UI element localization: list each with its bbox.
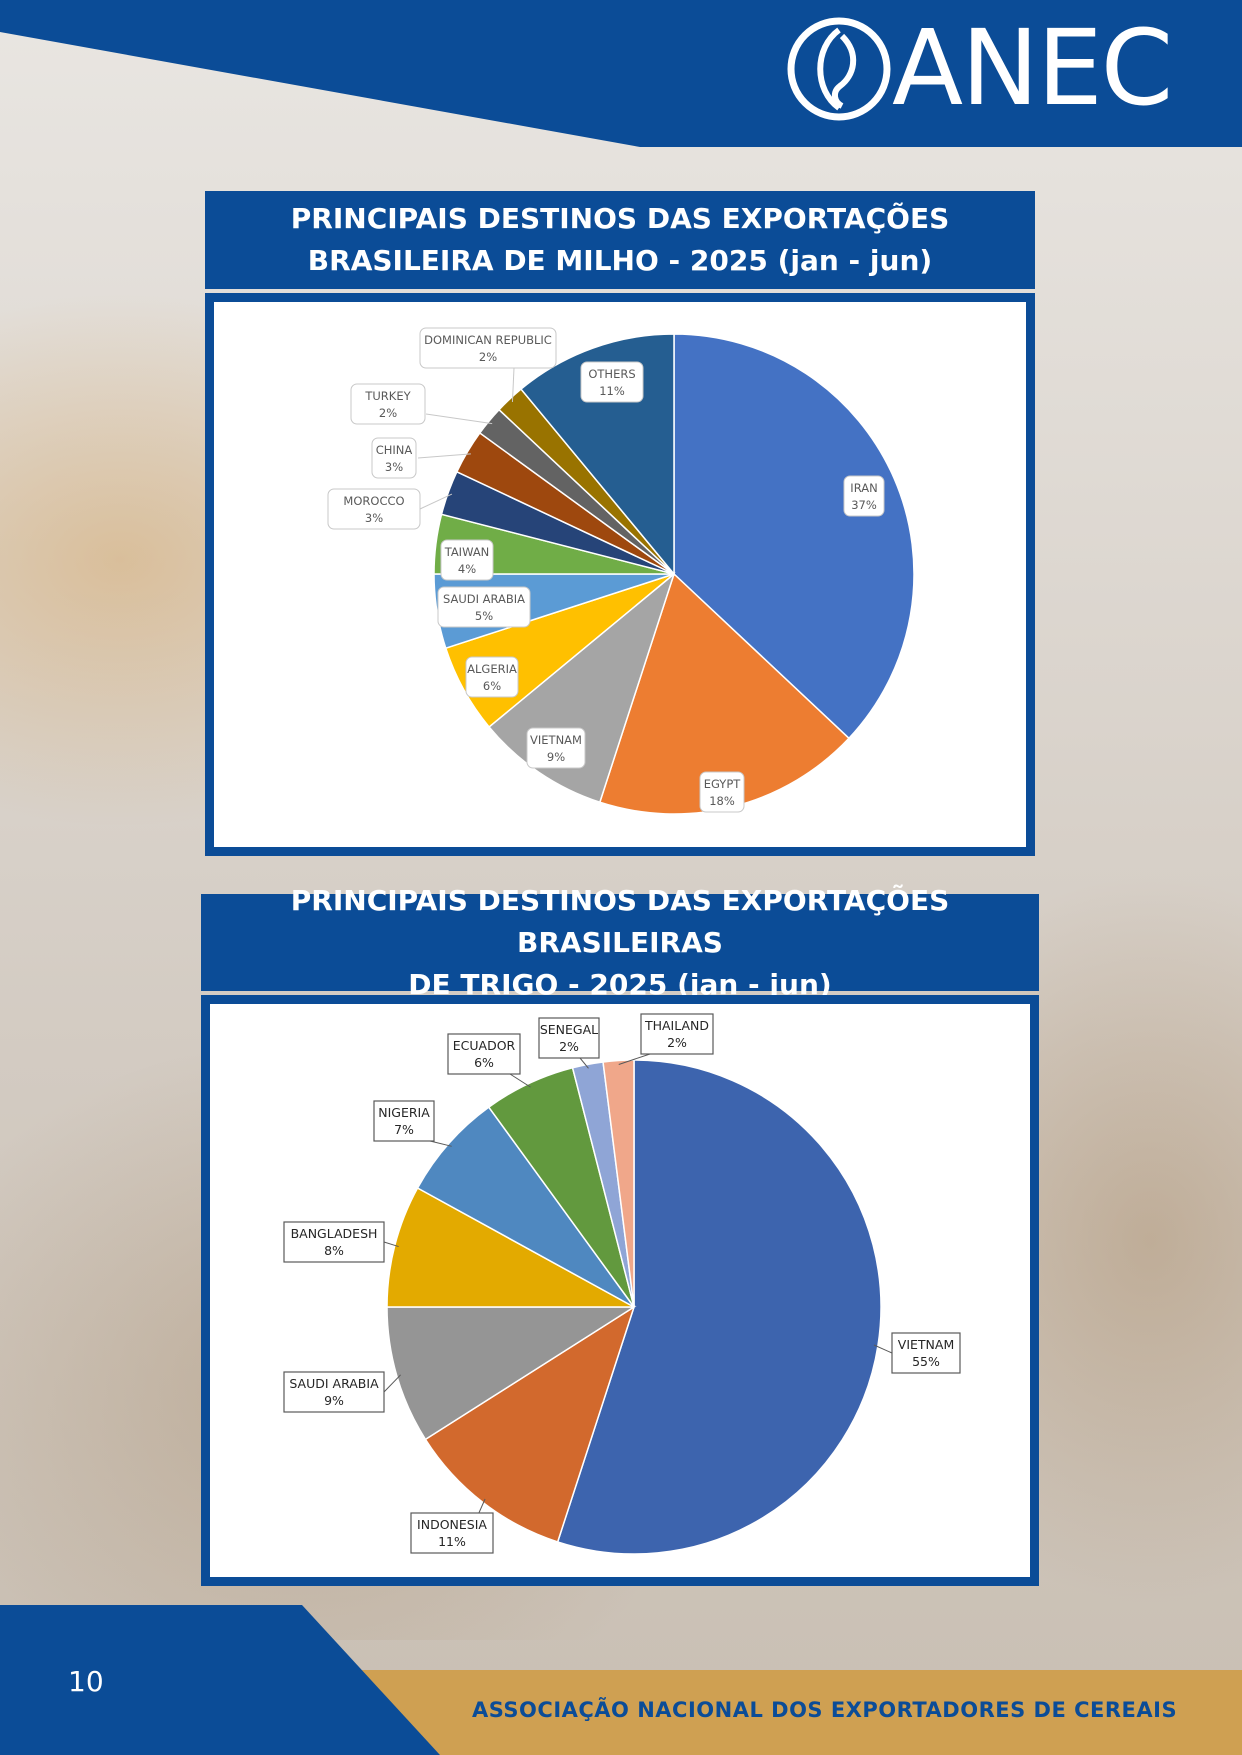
wheat-slice-vietnam (556, 1059, 882, 1555)
wheat-chart-title-line-1: PRINCIPAIS DESTINOS DAS EXPORTAÇÕES BRAS… (290, 883, 950, 959)
wheat-label-name-vietnam: VIETNAM (898, 1337, 954, 1352)
wheat-label-ecuador: ECUADOR 6% (447, 1033, 531, 1088)
corn-label-value-turkey: 2% (379, 406, 397, 420)
corn-label-saudi-arabia: SAUDI ARABIA 5% (437, 586, 531, 628)
wheat-chart-title: PRINCIPAIS DESTINOS DAS EXPORTAÇÕES BRAS… (201, 884, 1039, 1001)
corn-label-name-others: OTHERS (588, 367, 635, 381)
corn-label-value-others: 11% (599, 384, 625, 398)
corn-chart-title: PRINCIPAIS DESTINOS DAS EXPORTAÇÕES BRAS… (205, 191, 1035, 289)
wheat-chart-frame: VIETNAM 55% INDONESIA 11% SAUDI ARABIA 9% BANG… (201, 995, 1039, 1586)
corn-label-value-egypt: 18% (709, 794, 735, 808)
anec-logo-text: ANEC (892, 7, 1173, 129)
corn-chart-title-line-2: BRASILEIRA DE MILHO - 2025 (jan - jun) (307, 244, 933, 277)
corn-label-morocco: MOROCCO 3% (327, 488, 453, 530)
wheat-label-value-ecuador: 6% (474, 1055, 494, 1070)
wheat-label-vietnam: VIETNAM 55% (873, 1332, 961, 1374)
corn-label-name-egypt: EGYPT (704, 777, 742, 791)
corn-label-value-algeria: 6% (483, 679, 501, 693)
wheat-label-name-saudi-arabia: SAUDI ARABIA (289, 1376, 379, 1391)
corn-chart-frame: IRAN 37% EGYPT 18% VIETNAM 9% ALGERIA 6% SAUDI A… (205, 293, 1035, 856)
corn-label-value-morocco: 3% (365, 511, 383, 525)
corn-label-taiwan: TAIWAN 4% (440, 539, 494, 581)
wheat-pie-chart: VIETNAM 55% INDONESIA 11% SAUDI ARABIA 9% BANG… (283, 1013, 961, 1555)
wheat-label-name-nigeria: NIGERIA (378, 1105, 430, 1120)
corn-label-value-saudi-arabia: 5% (475, 609, 493, 623)
wheat-label-name-indonesia: INDONESIA (417, 1517, 487, 1532)
corn-label-name-turkey: TURKEY (364, 389, 411, 403)
corn-label-turkey: TURKEY 2% (350, 383, 493, 425)
header-band (0, 0, 1242, 147)
wheat-label-value-saudi-arabia: 9% (324, 1393, 344, 1408)
footer-organization-name: ASSOCIAÇÃO NACIONAL DOS EXPORTADORES DE … (472, 1698, 1178, 1722)
wheat-label-indonesia: INDONESIA 11% (410, 1498, 494, 1554)
wheat-slice-nigeria (416, 1106, 635, 1308)
corn-label-algeria: ALGERIA 6% (465, 656, 519, 698)
wheat-label-saudi-arabia: SAUDI ARABIA 9% (283, 1371, 402, 1413)
corn-label-name-iran: IRAN (850, 481, 877, 495)
corn-label-name-vietnam: VIETNAM (530, 733, 582, 747)
wheat-label-thailand: THAILAND 2% (618, 1013, 714, 1065)
wheat-label-value-indonesia: 11% (438, 1534, 466, 1549)
wheat-label-name-ecuador: ECUADOR (453, 1038, 516, 1053)
corn-chart-title-line-1: PRINCIPAIS DESTINOS DAS EXPORTAÇÕES (290, 202, 950, 235)
corn-label-value-china: 3% (385, 460, 403, 474)
wheat-slice-indonesia (424, 1305, 636, 1543)
corn-label-name-taiwan: TAIWAN (444, 545, 490, 559)
wheat-slice-thailand (602, 1059, 635, 1308)
corn-label-dominican-republic: DOMINICAN REPUBLIC 2% (419, 327, 557, 402)
anec-logo-icon (787, 17, 891, 121)
footer-band (0, 1605, 1242, 1755)
wheat-label-value-senegal: 2% (559, 1039, 579, 1054)
wheat-slice-saudi-arabia (386, 1306, 637, 1441)
corn-label-name-morocco: MOROCCO (343, 494, 404, 508)
corn-label-vietnam: VIETNAM 9% (526, 727, 586, 769)
wheat-label-name-thailand: THAILAND (644, 1018, 709, 1033)
wheat-label-value-bangladesh: 8% (324, 1243, 344, 1258)
corn-label-name-china: CHINA (376, 443, 413, 457)
corn-label-value-vietnam: 9% (547, 750, 565, 764)
anec-logo (784, 14, 1184, 124)
corn-label-china: CHINA 3% (371, 437, 471, 479)
corn-label-name-algeria: ALGERIA (467, 662, 517, 676)
wheat-label-name-senegal: SENEGAL (540, 1022, 598, 1037)
wheat-label-value-thailand: 2% (667, 1035, 687, 1050)
corn-label-name-dominican-republic: DOMINICAN REPUBLIC (424, 333, 552, 347)
wheat-label-senegal: SENEGAL 2% (538, 1017, 600, 1069)
wheat-label-bangladesh: BANGLADESH 8% (283, 1221, 399, 1263)
wheat-label-value-vietnam: 55% (912, 1354, 940, 1369)
corn-label-iran: IRAN 37% (843, 475, 885, 517)
corn-label-value-dominican-republic: 2% (479, 350, 497, 364)
corn-slice-iran (673, 333, 915, 740)
corn-label-egypt: EGYPT 18% (699, 771, 745, 813)
wheat-label-name-bangladesh: BANGLADESH (291, 1226, 378, 1241)
corn-label-value-taiwan: 4% (458, 562, 476, 576)
corn-label-name-saudi-arabia: SAUDI ARABIA (443, 592, 525, 606)
wheat-label-value-nigeria: 7% (394, 1122, 414, 1137)
page-number: 10 (68, 1665, 104, 1698)
corn-pie-chart: IRAN 37% EGYPT 18% VIETNAM 9% ALGERIA 6% SAUDI A… (327, 327, 915, 815)
corn-label-value-iran: 37% (851, 498, 877, 512)
corn-label-others: OTHERS 11% (580, 361, 644, 403)
wheat-label-nigeria: NIGERIA 7% (373, 1100, 452, 1147)
